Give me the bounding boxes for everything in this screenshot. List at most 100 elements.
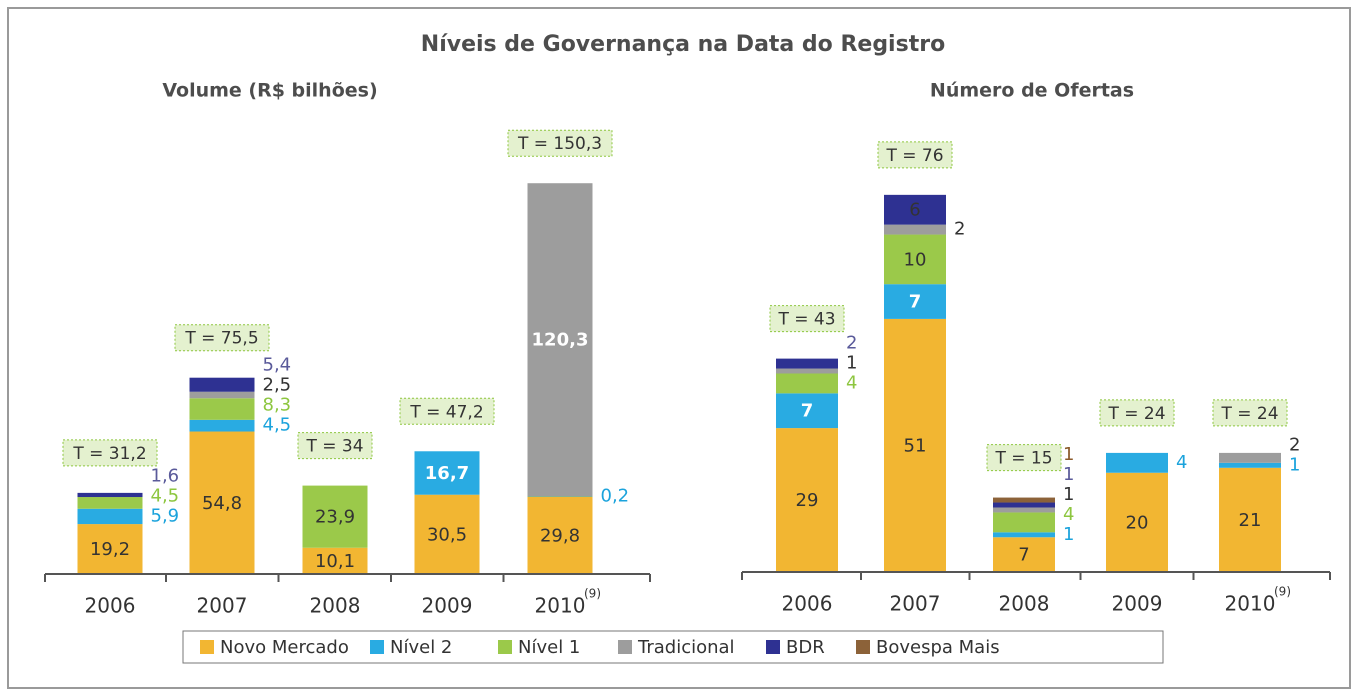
bar-segment — [993, 512, 1055, 533]
value-label: 4,5 — [151, 485, 180, 506]
x-tick-label: 2008 — [999, 592, 1050, 616]
bar-segment — [1106, 452, 1168, 473]
value-label: 0,2 — [601, 485, 630, 506]
value-label: 1 — [1063, 464, 1074, 485]
total-label: T = 15 — [994, 449, 1052, 469]
total-box — [1099, 399, 1175, 427]
total-box — [297, 432, 373, 460]
x-tick-superscript: (9) — [584, 587, 601, 601]
bar-segment — [77, 497, 143, 509]
value-label: 1 — [1063, 444, 1074, 465]
bar-segment — [884, 194, 946, 225]
value-label: 1 — [1063, 524, 1074, 545]
value-label: 4 — [846, 372, 857, 393]
total-box — [62, 439, 158, 467]
bar-segment — [1219, 462, 1281, 468]
bar-segment — [993, 502, 1055, 508]
total-label: T = 75,5 — [184, 329, 258, 349]
value-label: 1 — [1289, 454, 1300, 475]
value-label: 7 — [909, 292, 922, 313]
bar-segment — [527, 183, 593, 496]
value-label: 30,5 — [427, 524, 467, 545]
legend-label: Bovespa Mais — [876, 637, 1000, 658]
x-tick-label: 2007 — [890, 592, 941, 616]
value-label: 4 — [1176, 452, 1187, 473]
legend-label: BDR — [786, 637, 825, 658]
bar-segment — [993, 537, 1055, 572]
bar-segment — [1219, 467, 1281, 572]
value-label: 21 — [1239, 510, 1262, 531]
value-label: 29,8 — [540, 525, 580, 546]
bar-segment — [527, 496, 593, 497]
x-tick-label: 2006 — [85, 594, 136, 618]
value-label: 20 — [1126, 512, 1149, 533]
bar-segment — [993, 507, 1055, 513]
x-tick-label: 2007 — [197, 594, 248, 618]
chart-title: Número de Ofertas — [930, 80, 1134, 102]
value-label: 51 — [904, 435, 927, 456]
value-label: 2,5 — [263, 375, 292, 396]
bar-segment — [776, 428, 838, 572]
legend-swatch — [856, 640, 870, 654]
x-tick-label: 2009 — [1112, 592, 1163, 616]
bar-segment — [884, 318, 946, 572]
bar-segment — [776, 373, 838, 394]
value-label: 10,1 — [315, 551, 355, 572]
total-label: T = 31,2 — [72, 444, 146, 464]
total-box — [507, 129, 613, 157]
bar-segment — [189, 431, 255, 574]
total-box — [174, 324, 270, 352]
legend-label: Nível 2 — [390, 637, 452, 658]
bar-segment — [776, 358, 838, 369]
bar-segment — [884, 224, 946, 235]
value-label: 2 — [846, 332, 857, 353]
x-tick-label: 2009 — [422, 594, 473, 618]
value-label: 5,4 — [263, 355, 292, 376]
value-label: 19,2 — [90, 539, 130, 560]
bar-segment — [189, 398, 255, 420]
bar-segment — [884, 234, 946, 285]
bar-segment — [77, 524, 143, 574]
bar-segment — [1106, 472, 1168, 572]
legend-swatch — [766, 640, 780, 654]
value-label: 1,6 — [151, 465, 180, 486]
bar-segment — [993, 497, 1055, 503]
bar-segment — [414, 451, 480, 495]
x-tick-label: 2010 — [1225, 592, 1276, 616]
value-label: 120,3 — [532, 330, 589, 351]
legend-label: Tradicional — [637, 637, 735, 658]
bar-segment — [527, 496, 593, 574]
bar-segment — [302, 547, 368, 574]
bar-segment — [189, 391, 255, 399]
bar-segment — [993, 532, 1055, 538]
value-label: 1 — [846, 352, 857, 373]
main-title: Níveis de Governança na Data do Registro — [421, 32, 945, 57]
bar-segment — [77, 492, 143, 498]
bar-segment — [302, 485, 368, 548]
value-label: 2 — [1289, 434, 1300, 455]
total-label: T = 34 — [305, 437, 363, 457]
legend-swatch — [200, 640, 214, 654]
value-label: 5,9 — [151, 505, 180, 526]
bar-segment — [1219, 452, 1281, 463]
total-label: T = 76 — [885, 146, 943, 166]
bar-segment — [884, 284, 946, 319]
chart-title: Volume (R$ bilhões) — [162, 80, 377, 102]
value-label: 10 — [904, 249, 927, 270]
x-tick-label: 2006 — [782, 592, 833, 616]
legend-swatch — [370, 640, 384, 654]
total-box — [1212, 399, 1288, 427]
total-label: T = 47,2 — [409, 402, 483, 422]
value-label: 23,9 — [315, 507, 355, 528]
total-label: T = 43 — [777, 310, 835, 330]
bar-segment — [776, 368, 838, 374]
total-label: T = 24 — [1107, 404, 1165, 424]
value-label: 4,5 — [263, 415, 292, 436]
value-label: 7 — [1018, 545, 1029, 566]
value-label: 8,3 — [263, 395, 292, 416]
value-label: 4 — [1063, 504, 1074, 525]
value-label: 7 — [801, 401, 814, 422]
total-label: T = 150,3 — [517, 134, 602, 154]
